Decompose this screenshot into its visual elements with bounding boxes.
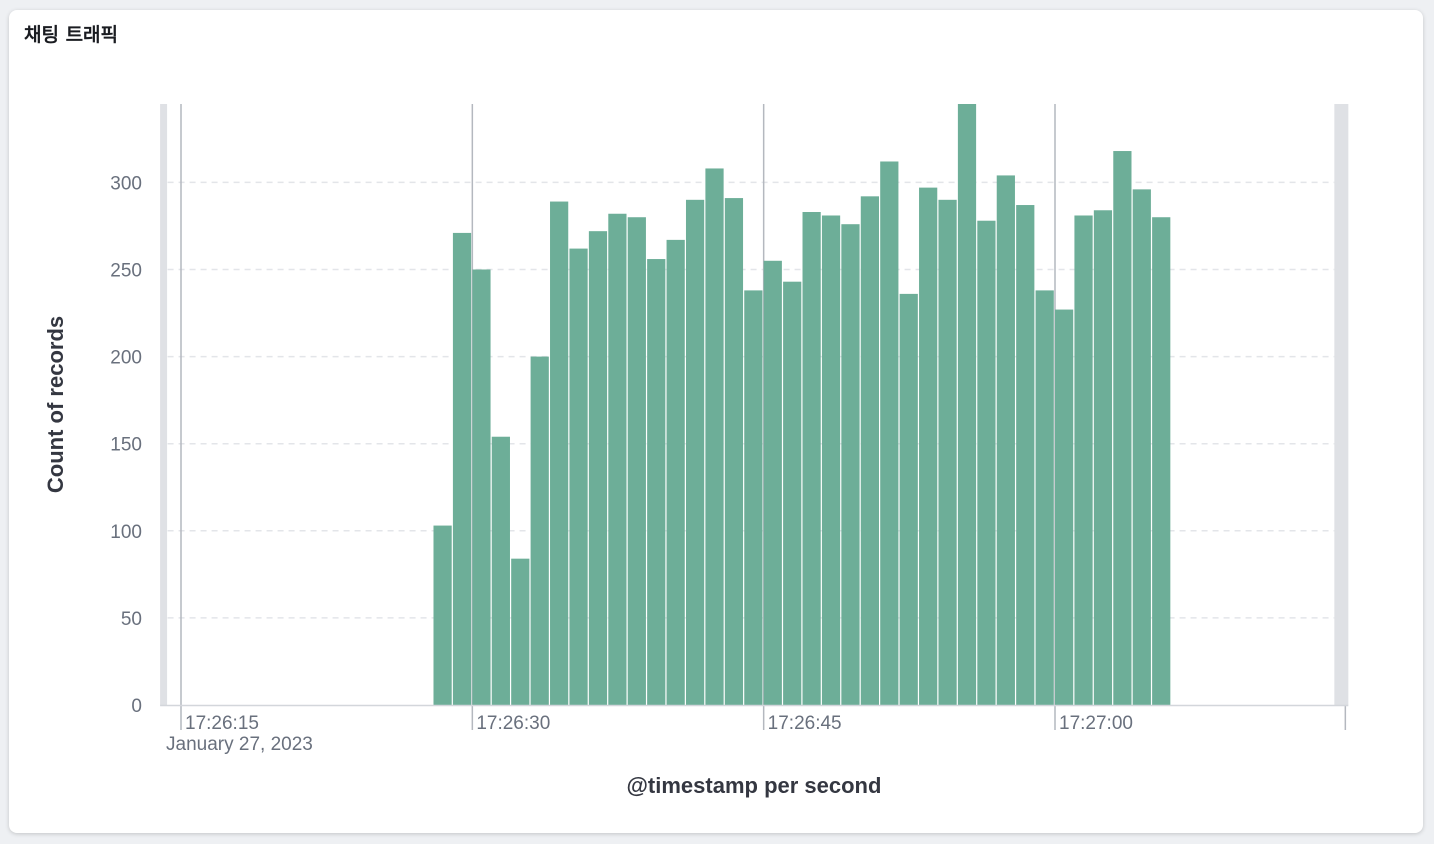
x-tick-label: 17:27:00 — [1059, 713, 1133, 734]
bar[interactable] — [550, 201, 569, 705]
bar[interactable] — [569, 248, 588, 705]
bar[interactable] — [491, 436, 510, 705]
bar[interactable] — [705, 168, 724, 705]
bar[interactable] — [608, 213, 627, 705]
bar[interactable] — [860, 196, 879, 706]
y-tick-label: 150 — [110, 435, 142, 456]
bar[interactable] — [996, 175, 1015, 705]
y-tick-label: 100 — [110, 522, 142, 543]
bar[interactable] — [724, 198, 744, 705]
y-tick-label: 0 — [131, 696, 142, 717]
bar[interactable] — [588, 231, 608, 705]
x-tick-label: 17:26:15 — [185, 713, 259, 734]
x-tick-date-label: January 27, 2023 — [166, 734, 313, 755]
bar[interactable] — [1055, 309, 1074, 705]
bar[interactable] — [763, 260, 782, 705]
bar[interactable] — [919, 187, 938, 706]
bar[interactable] — [938, 199, 957, 706]
y-axis-title: Count of records — [43, 316, 68, 493]
x-tick-label: 17:26:45 — [768, 713, 842, 734]
x-axis-title: @timestamp per second — [626, 773, 881, 798]
y-tick-label: 200 — [110, 348, 142, 369]
bar[interactable] — [530, 356, 549, 705]
bar[interactable] — [433, 525, 452, 705]
bar[interactable] — [666, 239, 685, 705]
axes — [160, 104, 1349, 707]
y-tick-labels: 0 50 100 150 200 250 300 — [110, 173, 142, 717]
bar[interactable] — [821, 215, 841, 705]
y-tick-label: 300 — [110, 173, 142, 194]
bar[interactable] — [841, 224, 860, 705]
bar[interactable] — [1152, 217, 1171, 706]
bar[interactable] — [880, 161, 899, 706]
bar[interactable] — [627, 217, 646, 706]
y-tick-label: 250 — [110, 260, 142, 281]
bar[interactable] — [802, 212, 821, 705]
bar[interactable] — [899, 293, 918, 705]
bars — [433, 104, 1171, 706]
bar[interactable] — [744, 290, 763, 705]
bar[interactable] — [1016, 205, 1035, 706]
bar[interactable] — [977, 220, 996, 705]
bar[interactable] — [957, 104, 977, 705]
bar[interactable] — [472, 269, 491, 705]
y-tick-label: 50 — [121, 609, 142, 630]
bar[interactable] — [1093, 210, 1113, 705]
x-tick-lines — [180, 104, 1347, 730]
bar[interactable] — [685, 199, 705, 706]
panel-title: 채팅 트래픽 — [24, 24, 119, 46]
bar[interactable] — [1035, 290, 1054, 705]
bar[interactable] — [783, 281, 802, 705]
x-tick-label: 17:26:30 — [476, 713, 550, 734]
bar[interactable] — [1074, 215, 1093, 705]
bar[interactable] — [1132, 189, 1151, 705]
plot-left-band — [160, 104, 168, 705]
bar[interactable] — [452, 232, 472, 705]
plot-right-band — [1334, 104, 1349, 705]
bar[interactable] — [511, 558, 530, 705]
bar[interactable] — [647, 259, 666, 705]
bar[interactable] — [1113, 151, 1132, 705]
